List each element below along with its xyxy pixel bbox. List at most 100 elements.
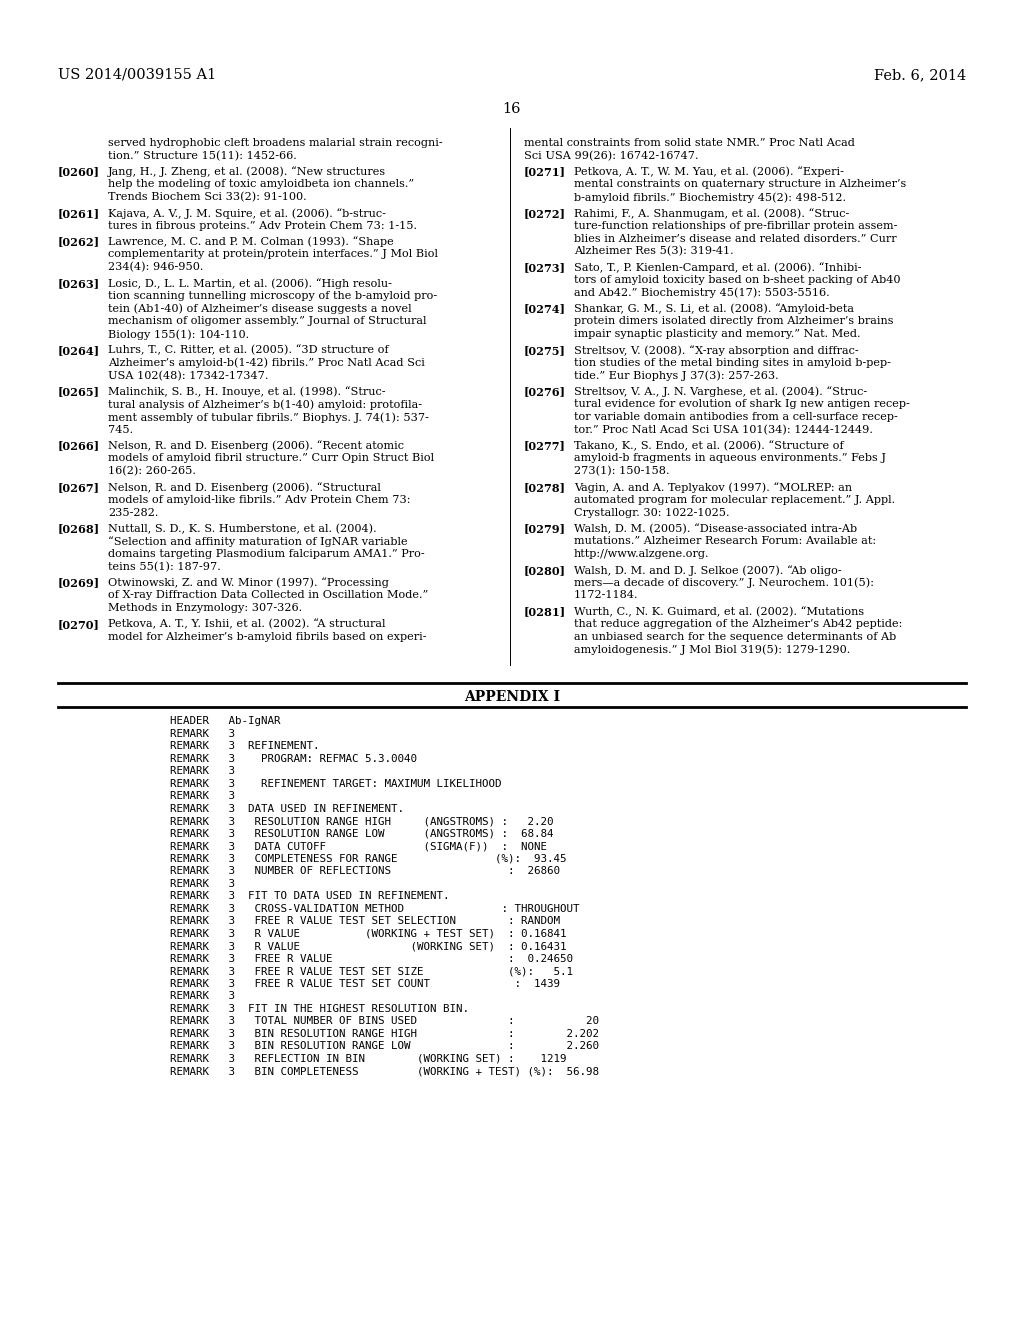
- Text: tion scanning tunnelling microscopy of the b-amyloid pro-: tion scanning tunnelling microscopy of t…: [108, 290, 437, 301]
- Text: [0270]: [0270]: [58, 619, 100, 630]
- Text: REMARK   3: REMARK 3: [170, 991, 234, 1002]
- Text: protein dimers isolated directly from Alzheimer’s brains: protein dimers isolated directly from Al…: [574, 317, 894, 326]
- Text: tural analysis of Alzheimer’s b(1-40) amyloid: protofila-: tural analysis of Alzheimer’s b(1-40) am…: [108, 399, 422, 409]
- Text: 1172-1184.: 1172-1184.: [574, 590, 639, 601]
- Text: Biology 155(1): 104-110.: Biology 155(1): 104-110.: [108, 329, 249, 339]
- Text: REMARK   3   BIN RESOLUTION RANGE LOW               :        2.260: REMARK 3 BIN RESOLUTION RANGE LOW : 2.26…: [170, 1041, 599, 1052]
- Text: tural evidence for evolution of shark Ig new antigen recep-: tural evidence for evolution of shark Ig…: [574, 399, 909, 409]
- Text: [0265]: [0265]: [58, 387, 100, 397]
- Text: served hydrophobic cleft broadens malarial strain recogni-: served hydrophobic cleft broadens malari…: [108, 139, 442, 148]
- Text: ment assembly of tubular fibrils.” Biophys. J. 74(1): 537-: ment assembly of tubular fibrils.” Bioph…: [108, 412, 429, 422]
- Text: mechanism of oligomer assembly.” Journal of Structural: mechanism of oligomer assembly.” Journal…: [108, 317, 427, 326]
- Text: REMARK   3   R VALUE                 (WORKING SET)  : 0.16431: REMARK 3 R VALUE (WORKING SET) : 0.16431: [170, 941, 566, 952]
- Text: Kajava, A. V., J. M. Squire, et al. (2006). “b-struc-: Kajava, A. V., J. M. Squire, et al. (200…: [108, 209, 386, 219]
- Text: tors of amyloid toxicity based on b-sheet packing of Ab40: tors of amyloid toxicity based on b-shee…: [574, 275, 900, 285]
- Text: Nelson, R. and D. Eisenberg (2006). “Recent atomic: Nelson, R. and D. Eisenberg (2006). “Rec…: [108, 441, 404, 451]
- Text: [0268]: [0268]: [58, 524, 100, 535]
- Text: [0272]: [0272]: [524, 209, 566, 219]
- Text: REMARK   3  FIT IN THE HIGHEST RESOLUTION BIN.: REMARK 3 FIT IN THE HIGHEST RESOLUTION B…: [170, 1005, 469, 1014]
- Text: 234(4): 946-950.: 234(4): 946-950.: [108, 263, 204, 272]
- Text: blies in Alzheimer’s disease and related disorders.” Curr: blies in Alzheimer’s disease and related…: [574, 234, 897, 244]
- Text: Rahimi, F., A. Shanmugam, et al. (2008). “Struc-: Rahimi, F., A. Shanmugam, et al. (2008).…: [574, 209, 849, 219]
- Text: models of amyloid-like fibrils.” Adv Protein Chem 73:: models of amyloid-like fibrils.” Adv Pro…: [108, 495, 411, 504]
- Text: mers—a decade of discovery.” J. Neurochem. 101(5):: mers—a decade of discovery.” J. Neuroche…: [574, 578, 874, 589]
- Text: Walsh, D. M. (2005). “Disease-associated intra-Ab: Walsh, D. M. (2005). “Disease-associated…: [574, 524, 857, 535]
- Text: tion studies of the metal binding sites in amyloid b-pep-: tion studies of the metal binding sites …: [574, 358, 891, 368]
- Text: [0281]: [0281]: [524, 606, 566, 618]
- Text: REMARK   3   CROSS-VALIDATION METHOD               : THROUGHOUT: REMARK 3 CROSS-VALIDATION METHOD : THROU…: [170, 904, 580, 913]
- Text: mental constraints from solid state NMR.” Proc Natl Acad: mental constraints from solid state NMR.…: [524, 139, 855, 148]
- Text: Petkova, A. T., W. M. Yau, et al. (2006). “Experi-: Petkova, A. T., W. M. Yau, et al. (2006)…: [574, 166, 844, 177]
- Text: Sci USA 99(26): 16742-16747.: Sci USA 99(26): 16742-16747.: [524, 150, 698, 161]
- Text: REMARK   3: REMARK 3: [170, 767, 234, 776]
- Text: Takano, K., S. Endo, et al. (2006). “Structure of: Takano, K., S. Endo, et al. (2006). “Str…: [574, 441, 844, 451]
- Text: teins 55(1): 187-97.: teins 55(1): 187-97.: [108, 562, 221, 572]
- Text: REMARK   3   FREE R VALUE TEST SET SIZE             (%):   5.1: REMARK 3 FREE R VALUE TEST SET SIZE (%):…: [170, 966, 573, 977]
- Text: amyloidogenesis.” J Mol Biol 319(5): 1279-1290.: amyloidogenesis.” J Mol Biol 319(5): 127…: [574, 644, 850, 655]
- Text: [0271]: [0271]: [524, 166, 566, 178]
- Text: REMARK   3  DATA USED IN REFINEMENT.: REMARK 3 DATA USED IN REFINEMENT.: [170, 804, 404, 814]
- Text: HEADER   Ab-IgNAR: HEADER Ab-IgNAR: [170, 717, 281, 726]
- Text: [0280]: [0280]: [524, 565, 566, 576]
- Text: 235-282.: 235-282.: [108, 508, 159, 517]
- Text: [0261]: [0261]: [58, 209, 100, 219]
- Text: Malinchik, S. B., H. Inouye, et al. (1998). “Struc-: Malinchik, S. B., H. Inouye, et al. (199…: [108, 387, 385, 397]
- Text: amyloid-b fragments in aqueous environments.” Febs J: amyloid-b fragments in aqueous environme…: [574, 453, 886, 463]
- Text: help the modeling of toxic amyloidbeta ion channels.”: help the modeling of toxic amyloidbeta i…: [108, 180, 414, 189]
- Text: REMARK   3  REFINEMENT.: REMARK 3 REFINEMENT.: [170, 742, 319, 751]
- Text: 273(1): 150-158.: 273(1): 150-158.: [574, 466, 670, 477]
- Text: Vagin, A. and A. Teplyakov (1997). “MOLREP: an: Vagin, A. and A. Teplyakov (1997). “MOLR…: [574, 482, 852, 492]
- Text: an unbiased search for the sequence determinants of Ab: an unbiased search for the sequence dete…: [574, 632, 896, 642]
- Text: REMARK   3   REFLECTION IN BIN        (WORKING SET) :    1219: REMARK 3 REFLECTION IN BIN (WORKING SET)…: [170, 1053, 566, 1064]
- Text: Nelson, R. and D. Eisenberg (2006). “Structural: Nelson, R. and D. Eisenberg (2006). “Str…: [108, 482, 381, 492]
- Text: [0269]: [0269]: [58, 578, 100, 589]
- Text: REMARK   3   FREE R VALUE TEST SET SELECTION        : RANDOM: REMARK 3 FREE R VALUE TEST SET SELECTION…: [170, 916, 560, 927]
- Text: REMARK   3: REMARK 3: [170, 729, 234, 739]
- Text: Trends Biochem Sci 33(2): 91-100.: Trends Biochem Sci 33(2): 91-100.: [108, 193, 306, 202]
- Text: REMARK   3   NUMBER OF REFLECTIONS                  :  26860: REMARK 3 NUMBER OF REFLECTIONS : 26860: [170, 866, 560, 876]
- Text: [0263]: [0263]: [58, 279, 100, 289]
- Text: tein (Ab1-40) of Alzheimer’s disease suggests a novel: tein (Ab1-40) of Alzheimer’s disease sug…: [108, 304, 412, 314]
- Text: Streltsov, V. A., J. N. Varghese, et al. (2004). “Struc-: Streltsov, V. A., J. N. Varghese, et al.…: [574, 387, 867, 397]
- Text: Lawrence, M. C. and P. M. Colman (1993). “Shape: Lawrence, M. C. and P. M. Colman (1993).…: [108, 236, 394, 247]
- Text: tor.” Proc Natl Acad Sci USA 101(34): 12444-12449.: tor.” Proc Natl Acad Sci USA 101(34): 12…: [574, 425, 872, 436]
- Text: REMARK   3   DATA CUTOFF               (SIGMA(F))  :  NONE: REMARK 3 DATA CUTOFF (SIGMA(F)) : NONE: [170, 841, 547, 851]
- Text: REMARK   3    REFINEMENT TARGET: MAXIMUM LIKELIHOOD: REMARK 3 REFINEMENT TARGET: MAXIMUM LIKE…: [170, 779, 502, 789]
- Text: tide.” Eur Biophys J 37(3): 257-263.: tide.” Eur Biophys J 37(3): 257-263.: [574, 371, 778, 381]
- Text: Crystallogr. 30: 1022-1025.: Crystallogr. 30: 1022-1025.: [574, 508, 729, 517]
- Text: Walsh, D. M. and D. J. Selkoe (2007). “Ab oligo-: Walsh, D. M. and D. J. Selkoe (2007). “A…: [574, 565, 842, 576]
- Text: Petkova, A. T., Y. Ishii, et al. (2002). “A structural: Petkova, A. T., Y. Ishii, et al. (2002).…: [108, 619, 385, 630]
- Text: [0276]: [0276]: [524, 387, 566, 397]
- Text: Sato, T., P. Kienlen-Campard, et al. (2006). “Inhibi-: Sato, T., P. Kienlen-Campard, et al. (20…: [574, 263, 861, 273]
- Text: [0267]: [0267]: [58, 482, 100, 492]
- Text: REMARK   3   FREE R VALUE TEST SET COUNT             :  1439: REMARK 3 FREE R VALUE TEST SET COUNT : 1…: [170, 979, 560, 989]
- Text: Losic, D., L. L. Martin, et al. (2006). “High resolu-: Losic, D., L. L. Martin, et al. (2006). …: [108, 279, 392, 289]
- Text: Luhrs, T., C. Ritter, et al. (2005). “3D structure of: Luhrs, T., C. Ritter, et al. (2005). “3D…: [108, 345, 389, 355]
- Text: REMARK   3   BIN COMPLETENESS         (WORKING + TEST) (%):  56.98: REMARK 3 BIN COMPLETENESS (WORKING + TES…: [170, 1067, 599, 1076]
- Text: Otwinowski, Z. and W. Minor (1997). “Processing: Otwinowski, Z. and W. Minor (1997). “Pro…: [108, 578, 389, 589]
- Text: REMARK   3   R VALUE          (WORKING + TEST SET)  : 0.16841: REMARK 3 R VALUE (WORKING + TEST SET) : …: [170, 929, 566, 939]
- Text: complementarity at protein/protein interfaces.” J Mol Biol: complementarity at protein/protein inter…: [108, 249, 438, 260]
- Text: model for Alzheimer’s b-amyloid fibrils based on experi-: model for Alzheimer’s b-amyloid fibrils …: [108, 632, 427, 642]
- Text: [0273]: [0273]: [524, 263, 566, 273]
- Text: [0275]: [0275]: [524, 345, 566, 356]
- Text: Feb. 6, 2014: Feb. 6, 2014: [873, 69, 966, 82]
- Text: of X-ray Diffraction Data Collected in Oscillation Mode.”: of X-ray Diffraction Data Collected in O…: [108, 590, 428, 601]
- Text: automated program for molecular replacement.” J. Appl.: automated program for molecular replacem…: [574, 495, 895, 504]
- Text: ture-function relationships of pre-fibrillar protein assem-: ture-function relationships of pre-fibri…: [574, 220, 897, 231]
- Text: domains targeting Plasmodium falciparum AMA1.” Pro-: domains targeting Plasmodium falciparum …: [108, 549, 425, 558]
- Text: Alzheimer’s amyloid-b(1-42) fibrils.” Proc Natl Acad Sci: Alzheimer’s amyloid-b(1-42) fibrils.” Pr…: [108, 358, 425, 368]
- Text: [0274]: [0274]: [524, 304, 566, 314]
- Text: REMARK   3    PROGRAM: REFMAC 5.3.0040: REMARK 3 PROGRAM: REFMAC 5.3.0040: [170, 754, 417, 764]
- Text: USA 102(48): 17342-17347.: USA 102(48): 17342-17347.: [108, 371, 268, 381]
- Text: Methods in Enzymology: 307-326.: Methods in Enzymology: 307-326.: [108, 603, 302, 614]
- Text: that reduce aggregation of the Alzheimer’s Ab42 peptide:: that reduce aggregation of the Alzheimer…: [574, 619, 902, 630]
- Text: “Selection and affinity maturation of IgNAR variable: “Selection and affinity maturation of Ig…: [108, 536, 408, 546]
- Text: impair synaptic plasticity and memory.” Nat. Med.: impair synaptic plasticity and memory.” …: [574, 329, 860, 339]
- Text: and Ab42.” Biochemistry 45(17): 5503-5516.: and Ab42.” Biochemistry 45(17): 5503-551…: [574, 288, 829, 298]
- Text: [0279]: [0279]: [524, 524, 566, 535]
- Text: 745.: 745.: [108, 425, 133, 434]
- Text: tor variable domain antibodies from a cell-surface recep-: tor variable domain antibodies from a ce…: [574, 412, 898, 422]
- Text: REMARK   3   TOTAL NUMBER OF BINS USED              :           20: REMARK 3 TOTAL NUMBER OF BINS USED : 20: [170, 1016, 599, 1027]
- Text: Wurth, C., N. K. Guimard, et al. (2002). “Mutations: Wurth, C., N. K. Guimard, et al. (2002).…: [574, 606, 864, 616]
